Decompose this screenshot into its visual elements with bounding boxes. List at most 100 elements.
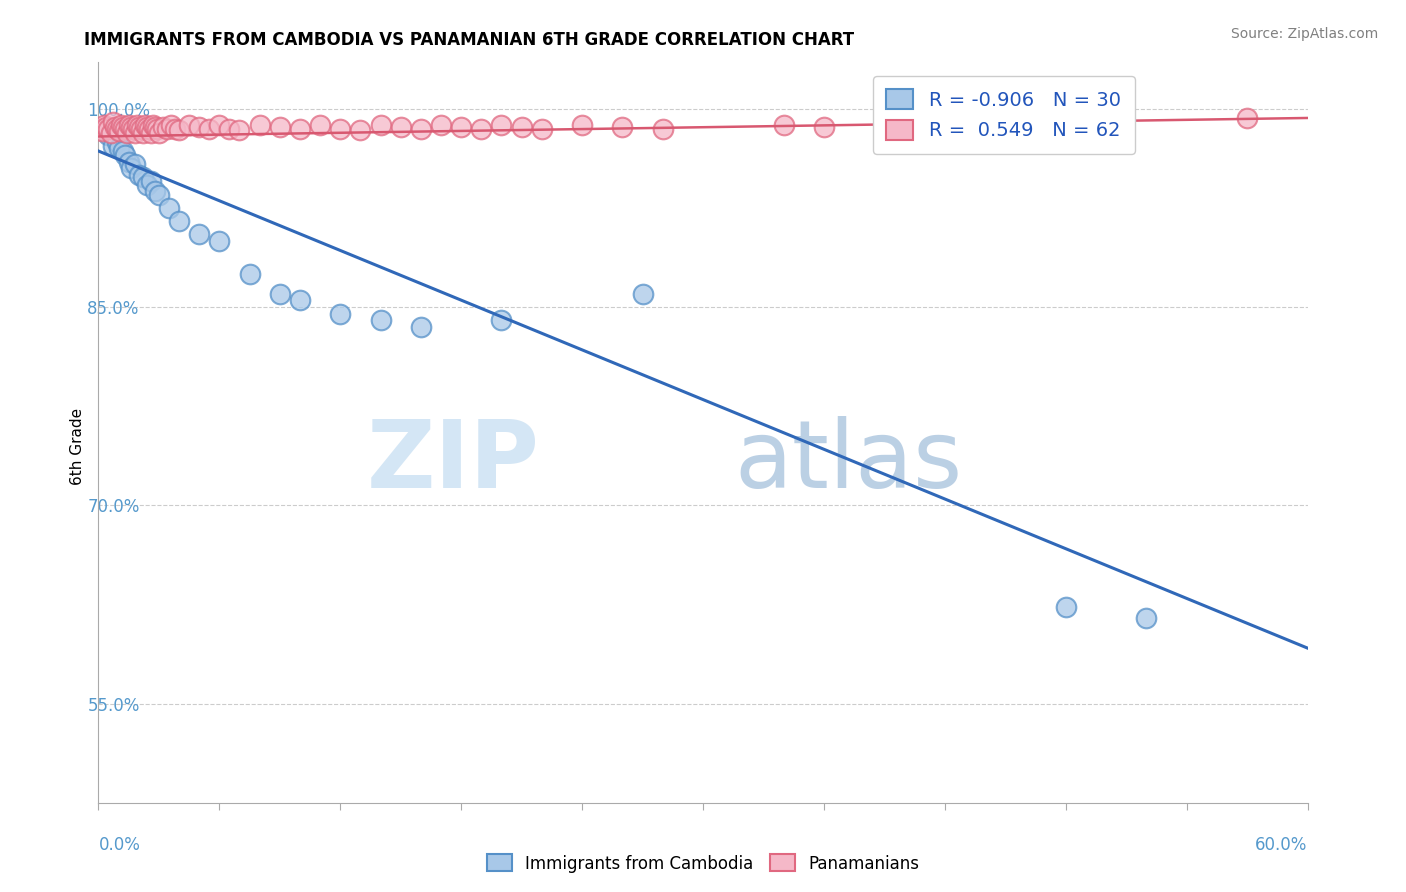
Point [132, 170, 155, 185]
Point [103, 120, 125, 135]
Point [157, 201, 180, 215]
Point [91, 124, 114, 138]
Point [152, 120, 174, 135]
Point [97, 128, 120, 143]
Point [167, 214, 190, 228]
Point [370, 313, 392, 327]
Point [188, 227, 211, 242]
Point [132, 126, 155, 140]
Text: ZIP: ZIP [367, 417, 540, 508]
Point [143, 184, 166, 198]
Point [163, 121, 186, 136]
Point [218, 121, 240, 136]
Point [115, 126, 138, 140]
Point [239, 267, 262, 281]
Point [530, 121, 553, 136]
Legend: Immigrants from Cambodia, Panamanians: Immigrants from Cambodia, Panamanians [479, 847, 927, 880]
Point [651, 121, 673, 136]
Point [148, 187, 170, 202]
Point [124, 157, 146, 171]
Text: 6th Grade: 6th Grade [70, 408, 84, 484]
Point [1236, 111, 1258, 125]
Point [510, 120, 533, 135]
Point [269, 120, 291, 135]
Point [93, 118, 115, 132]
Point [135, 120, 157, 135]
Point [111, 144, 134, 158]
Point [105, 135, 128, 149]
Point [309, 118, 332, 132]
Point [111, 120, 134, 135]
Point [146, 121, 169, 136]
Text: Source: ZipAtlas.com: Source: ZipAtlas.com [1230, 27, 1378, 41]
Point [107, 124, 129, 138]
Point [134, 118, 156, 132]
Point [1054, 600, 1077, 615]
Point [156, 121, 179, 136]
Point [100, 126, 122, 140]
Point [470, 121, 492, 136]
Point [101, 138, 124, 153]
Point [208, 118, 231, 132]
Point [148, 126, 170, 140]
Point [772, 118, 794, 132]
Point [179, 118, 201, 132]
Text: atlas: atlas [734, 417, 962, 508]
Point [93, 121, 115, 136]
Point [430, 118, 453, 132]
Point [105, 121, 128, 136]
Point [118, 118, 141, 132]
Point [128, 168, 150, 182]
Point [269, 286, 291, 301]
Point [370, 118, 392, 132]
Point [138, 121, 160, 136]
Point [143, 120, 166, 135]
Point [409, 319, 432, 334]
Point [631, 286, 654, 301]
Point [349, 123, 371, 137]
Point [450, 120, 472, 135]
Point [612, 120, 634, 135]
Point [128, 120, 150, 135]
Point [114, 121, 136, 136]
Point [1135, 611, 1157, 625]
Point [228, 123, 250, 137]
Point [125, 118, 148, 132]
Point [409, 121, 432, 136]
Text: IMMIGRANTS FROM CAMBODIA VS PANAMANIAN 6TH GRADE CORRELATION CHART: IMMIGRANTS FROM CAMBODIA VS PANAMANIAN 6… [84, 31, 855, 49]
Legend: R = -0.906   N = 30, R =  0.549   N = 62: R = -0.906 N = 30, R = 0.549 N = 62 [873, 76, 1135, 153]
Point [110, 118, 132, 132]
Point [139, 174, 162, 188]
Point [288, 293, 311, 308]
Point [188, 120, 211, 135]
Point [491, 118, 513, 132]
Point [139, 126, 162, 140]
Point [89, 121, 111, 136]
Point [114, 148, 136, 162]
Point [288, 121, 311, 136]
Point [389, 120, 412, 135]
Point [124, 126, 146, 140]
Point [491, 313, 513, 327]
Point [135, 178, 157, 193]
Text: 0.0%: 0.0% [98, 836, 141, 854]
Point [101, 115, 124, 129]
Point [120, 161, 142, 176]
Point [118, 154, 141, 169]
Point [97, 121, 120, 136]
Point [813, 120, 835, 135]
Point [167, 123, 190, 137]
Point [121, 121, 143, 136]
Text: 60.0%: 60.0% [1256, 836, 1308, 854]
Point [120, 120, 142, 135]
Point [198, 121, 221, 136]
Point [96, 120, 118, 135]
Point [208, 234, 231, 248]
Point [329, 307, 352, 321]
Point [329, 121, 352, 136]
Point [129, 121, 152, 136]
Point [107, 141, 129, 155]
Point [571, 118, 593, 132]
Point [142, 118, 165, 132]
Point [249, 118, 271, 132]
